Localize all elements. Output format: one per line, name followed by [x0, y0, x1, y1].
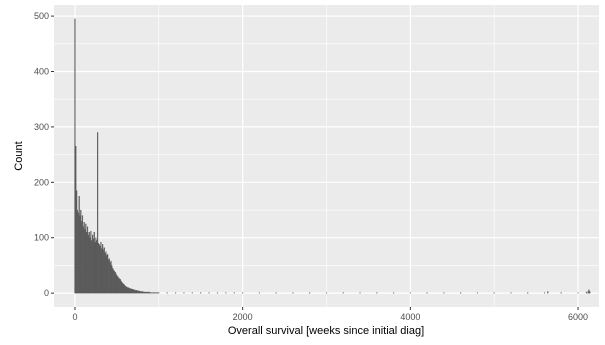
histogram-bar [225, 292, 227, 294]
histogram-bar [527, 292, 529, 294]
histogram-bar [376, 292, 378, 294]
histogram-bar [543, 292, 546, 294]
histogram-bar [175, 292, 177, 294]
histogram-bar [577, 292, 579, 294]
histogram-bar [97, 132, 99, 294]
histogram-bar [585, 291, 587, 294]
histogram-bar [183, 292, 185, 294]
histogram-bar [292, 292, 294, 294]
histogram-bar [200, 292, 202, 294]
y-tick-label: 100 [34, 233, 49, 243]
histogram-bar [233, 292, 235, 294]
x-axis-ticks: 0 2000 4000 6000 [72, 307, 588, 322]
histogram-bar [409, 292, 411, 294]
histogram-bar [476, 292, 478, 294]
y-tick-label: 0 [44, 288, 49, 298]
histogram-bar [275, 292, 277, 294]
y-tick-label: 300 [34, 122, 49, 132]
histogram-bar [560, 292, 562, 294]
histogram-bar [325, 292, 328, 294]
y-axis-title: Count [13, 141, 25, 170]
histogram-bar [460, 292, 462, 294]
histogram-bar [493, 292, 495, 294]
histogram-bar [258, 292, 260, 294]
histogram-bar [166, 292, 168, 294]
x-tick-label: 2000 [233, 312, 253, 322]
histogram-bar [342, 292, 344, 294]
histogram-bar [510, 292, 512, 294]
histogram-bar [208, 292, 210, 294]
y-tick-label: 200 [34, 177, 49, 187]
histogram-bar [547, 291, 549, 294]
x-tick-label: 4000 [400, 312, 420, 322]
histogram-bar [216, 292, 219, 294]
histogram-bar [426, 292, 428, 294]
histogram-bar [191, 292, 193, 294]
y-tick-label: 500 [34, 11, 49, 21]
histogram-bar [359, 292, 361, 294]
x-tick-label: 6000 [568, 312, 588, 322]
x-tick-label: 0 [72, 312, 77, 322]
x-axis-title: Overall survival [weeks since initial di… [228, 325, 424, 337]
histogram-bar [309, 292, 311, 294]
histogram-bars [74, 18, 591, 294]
histogram-bar [158, 292, 160, 294]
histogram-bar [589, 291, 591, 294]
y-axis-ticks: 0 100 200 300 400 500 [34, 11, 54, 298]
histogram-bar [242, 292, 244, 294]
histogram-bar [443, 292, 445, 294]
grid-minor [54, 5, 599, 307]
y-tick-label: 400 [34, 66, 49, 76]
histogram-bar [393, 292, 395, 294]
